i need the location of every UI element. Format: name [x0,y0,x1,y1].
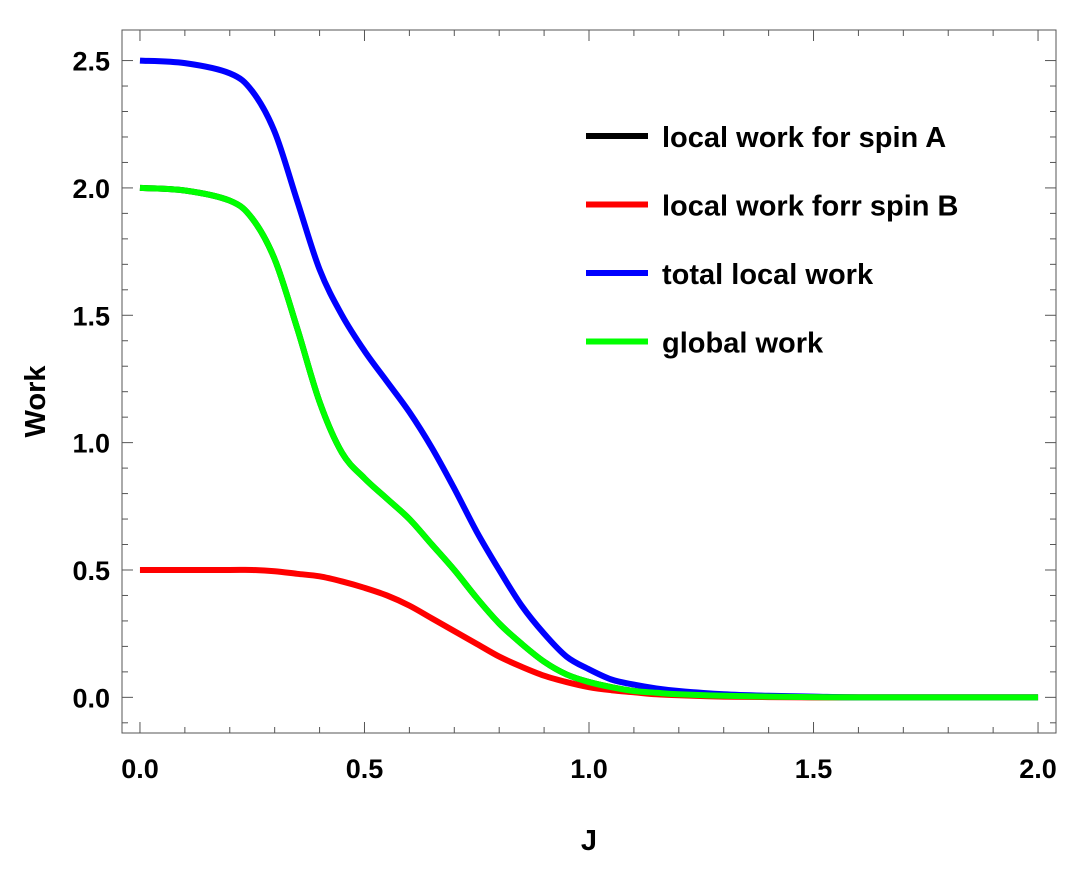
tick-labels-layer: 0.0 0.5 1.0 1.5 2.0 0.0 0.5 1.0 1.5 2.0 2.5 [72,47,1056,784]
y-tick-label: 0.0 [72,683,110,713]
x-tick-label: 2.0 [1019,754,1057,784]
x-tick-label: 1.0 [570,754,608,784]
x-axis-title: J [581,825,597,857]
legend-label: local work forr spin B [662,191,959,223]
x-tick-label: 1.5 [795,754,833,784]
y-tick-label: 2.0 [72,174,110,204]
legend-label: global work [662,328,824,360]
series-layer [139,57,1039,701]
x-tick-label: 0.0 [121,754,159,784]
legend-label: local work for spin A [662,122,946,154]
plot-frame [121,29,1057,734]
legend: local work for spin A local work forr spi… [586,122,959,360]
y-tick-label: 0.5 [72,556,110,586]
series-line-4 [139,184,1039,701]
y-tick-label: 1.5 [72,301,110,331]
ticks-layer [122,30,1056,733]
y-tick-label: 1.0 [72,429,110,459]
legend-label: total local work [662,259,874,291]
y-tick-label: 2.5 [72,47,110,77]
y-axis-title: Work [20,365,52,438]
x-tick-label: 0.5 [346,754,384,784]
